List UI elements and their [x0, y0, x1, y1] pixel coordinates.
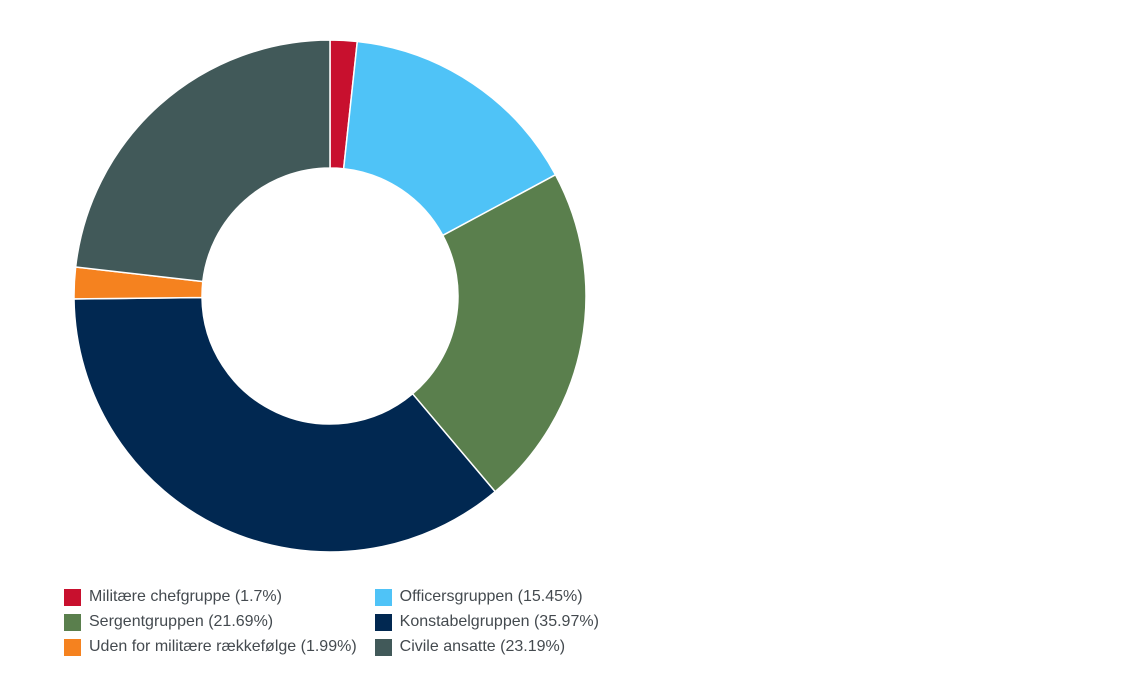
donut-slice-1[interactable] — [342, 40, 557, 237]
legend-item-sergentgruppen[interactable]: Sergentgruppen (21.69%) — [64, 611, 357, 633]
chart-legend: Militære chefgruppe (1.7%) Officersgrupp… — [64, 586, 599, 658]
legend-label: Officersgruppen (15.45%) — [399, 588, 583, 605]
legend-swatch — [64, 638, 81, 656]
legend-swatch — [64, 613, 81, 631]
legend-swatch — [374, 638, 392, 656]
legend-label: Militære chefgruppe (1.7%) — [89, 588, 282, 605]
legend-label: Civile ansatte (23.19%) — [399, 638, 566, 655]
donut-slice-2[interactable] — [411, 173, 587, 493]
legend-label: Sergentgruppen (21.69%) — [89, 613, 274, 630]
legend-item-uden-for-militaere-raekkefoelge[interactable]: Uden for militære rækkefølge (1.99%) — [64, 636, 357, 658]
legend-item-konstabelgruppen[interactable]: Konstabelgruppen (35.97%) — [374, 611, 599, 633]
legend-label: Konstabelgruppen (35.97%) — [399, 613, 599, 630]
legend-item-officersgruppen[interactable]: Officersgruppen (15.45%) — [374, 586, 599, 608]
legend-swatch — [374, 588, 392, 606]
legend-item-militaere-chefgruppe[interactable]: Militære chefgruppe (1.7%) — [64, 586, 357, 608]
legend-item-civile-ansatte[interactable]: Civile ansatte (23.19%) — [374, 636, 599, 658]
legend-label: Uden for militære rækkefølge (1.99%) — [89, 638, 357, 655]
donut-slice-3[interactable] — [73, 296, 497, 553]
donut-slice-5[interactable] — [74, 39, 331, 283]
legend-swatch — [374, 613, 392, 631]
legend-swatch — [64, 588, 81, 606]
